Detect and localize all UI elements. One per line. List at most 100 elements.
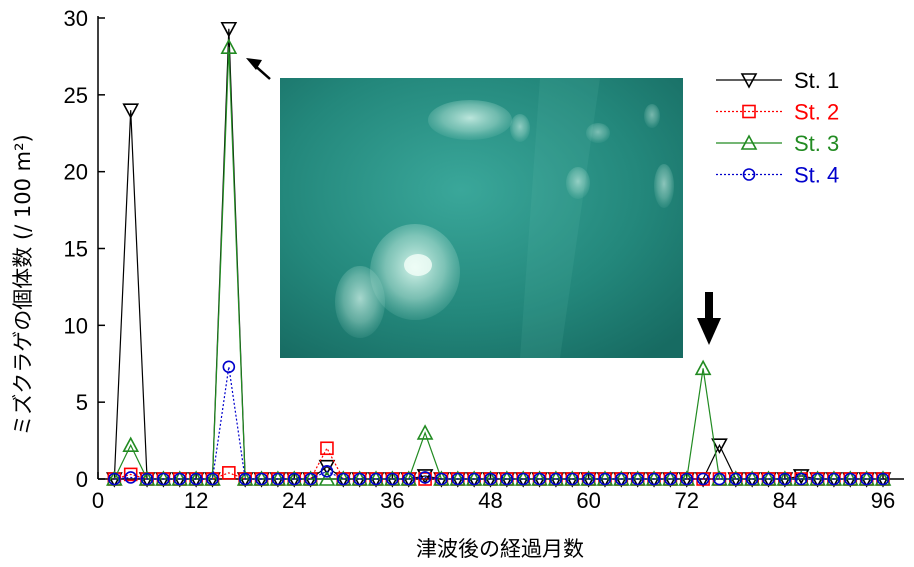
series-line [114,366,883,480]
series-line [113,47,883,480]
x-tick-label: 96 [871,488,895,513]
data-point [647,472,661,486]
legend-entry: St. 2 [716,100,839,125]
jellyfish-left [335,266,385,338]
data-point [762,472,775,486]
data-point [220,21,238,38]
data-point [318,470,336,486]
data-point [220,38,238,54]
data-point [827,472,841,486]
jellyfish-right [654,164,674,208]
data-point [320,465,334,478]
data-point [516,472,530,486]
photo-light-ray [520,78,600,358]
legend-label: St. 2 [794,100,839,125]
data-point [123,467,138,482]
data-point [124,471,138,484]
data-point [631,472,644,486]
x-tick-label: 84 [773,488,797,513]
y-ticks: 0 5 10 15 20 25 30 [64,6,105,492]
y-tick-label: 10 [64,313,88,338]
small-arrow-head [246,58,262,70]
data-point [615,472,628,486]
data-point [337,472,350,486]
x-tick-label: 72 [675,488,699,513]
data-point [598,472,612,486]
data-point [582,472,595,486]
legend-marker [742,168,756,181]
x-tick-label: 60 [576,488,600,513]
legend-label: St. 4 [794,163,839,188]
legend-entry: St. 4 [716,163,839,188]
data-point [694,359,712,376]
data-point [255,472,268,486]
annotation-large-arrow [697,292,721,345]
data-point [140,472,154,486]
data-point [369,472,383,486]
y-tick-label: 5 [76,390,88,415]
data-point [711,438,728,454]
data-point [843,472,857,486]
jellyfish-upper-mid [586,123,610,143]
jellyfish-far-right [644,104,660,128]
inset-jellyfish-photo [280,78,683,358]
data-point [680,472,694,486]
y-tick-label: 30 [64,6,88,31]
data-point [484,472,497,486]
legend-marker [740,134,758,150]
data-point [122,436,140,452]
y-tick-label: 0 [76,467,88,492]
data-point [565,472,579,486]
data-point [222,360,236,374]
data-point [173,472,187,486]
data-point [500,472,514,486]
data-point [108,472,121,486]
data-point [729,472,743,486]
data-point [189,472,203,486]
x-tick-label: 12 [184,488,208,513]
legend-marker [742,104,756,119]
large-arrow-shaft [705,292,713,322]
legend: St. 1 St. 2 St. 3 St. 4 [716,68,839,188]
x-tick-label: 24 [282,488,306,513]
x-axis-title: 津波後の経過月数 [416,537,584,561]
legend-label: St. 1 [794,68,839,93]
data-point [418,471,432,484]
data-point [320,441,334,456]
y-tick-label: 25 [64,83,88,108]
data-point [811,472,824,486]
data-point [549,472,563,486]
data-point [206,472,219,486]
data-point [416,424,434,440]
data-point [386,472,399,486]
legend-marker [740,73,758,89]
legend-label: St. 3 [794,131,839,156]
axes: 0 5 10 15 20 25 30 0 12 24 36 48 60 72 84 96 [64,6,904,513]
x-tick-label: 0 [92,488,104,513]
data-point [794,472,808,486]
data-point [533,472,546,486]
data-point [696,472,710,486]
data-point [287,472,301,486]
data-point [402,472,416,486]
data-point [353,472,366,486]
y-tick-label: 15 [64,237,88,262]
y-tick-label: 20 [64,160,88,185]
series-layer [106,21,892,488]
x-ticks: 0 12 24 36 48 60 72 84 96 [92,472,895,513]
data-point [467,472,481,486]
data-point [304,472,317,486]
jellyfish-large-gonads [404,254,432,276]
data-point [271,472,285,486]
large-arrow-head [697,318,721,345]
data-point [745,472,759,486]
y-axis-title: ミズクラゲの個体数 (/ 100 m²) [11,134,35,435]
data-point [122,103,140,119]
jellyfish-top [428,100,512,140]
legend-entry: St. 3 [716,131,839,156]
data-point [435,472,448,486]
data-point [664,472,677,486]
data-point [876,472,890,486]
data-point [792,469,810,485]
